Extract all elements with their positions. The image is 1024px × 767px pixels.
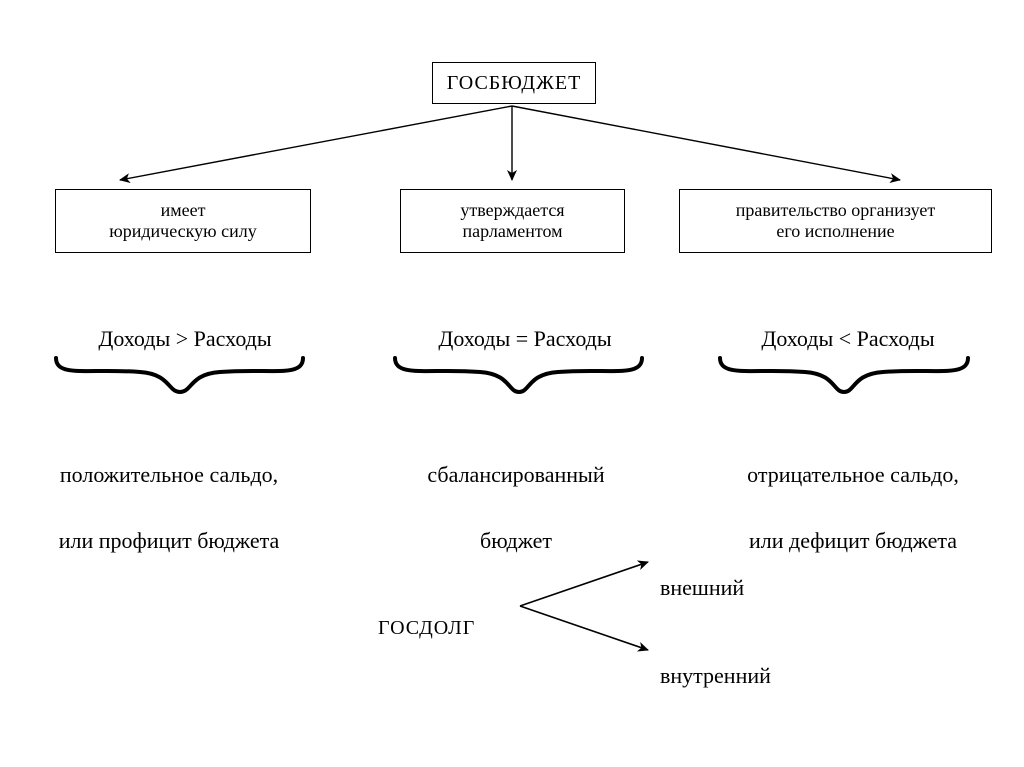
child-label: утверждается [460,200,564,221]
debt-branch-external: внешний [660,549,744,601]
child-label: парламентом [462,221,562,242]
child-label: юридическую силу [109,221,256,242]
formula-deficit: Доходы < Расходы [718,300,978,352]
debt-arrows [520,562,648,650]
result-text: или профицит бюджета [59,528,280,553]
root-label: ГОСБЮДЖЕТ [447,72,582,95]
result-text: положительное сальдо, [60,462,278,487]
root-node: ГОСБЮДЖЕТ [432,62,596,104]
formula-text: Доходы > Расходы [98,326,271,351]
debt-branch-text: внешний [660,575,744,600]
result-balanced: сбалансированный бюджет [370,425,662,557]
result-text: или дефицит бюджета [749,528,957,553]
debt-branch-internal: внутренний [660,637,771,689]
debt-root-text: ГОСДОЛГ [378,617,475,639]
formula-surplus: Доходы > Расходы [55,300,315,352]
result-deficit: отрицательное сальдо, или дефицит бюджет… [684,425,1022,557]
child-node-approved: утверждается парламентом [400,189,625,253]
formula-balanced: Доходы = Расходы [395,300,655,352]
result-text: бюджет [480,528,552,553]
diagram-svg [0,0,1024,767]
formula-text: Доходы = Расходы [438,326,611,351]
result-surplus: положительное сальдо, или профицит бюдже… [0,425,338,557]
child-label: его исполнение [776,221,894,242]
result-text: отрицательное сальдо, [747,462,959,487]
debt-root: ГОСДОЛГ [378,594,475,640]
child-node-legal: имеет юридическую силу [55,189,311,253]
child-node-gov: правительство организует его исполнение [679,189,992,253]
debt-branch-text: внутренний [660,663,771,688]
child-label: правительство организует [736,200,936,221]
root-arrows [120,106,900,180]
braces [56,358,968,392]
child-label: имеет [161,200,206,221]
result-text: сбалансированный [427,462,604,487]
formula-text: Доходы < Расходы [761,326,934,351]
